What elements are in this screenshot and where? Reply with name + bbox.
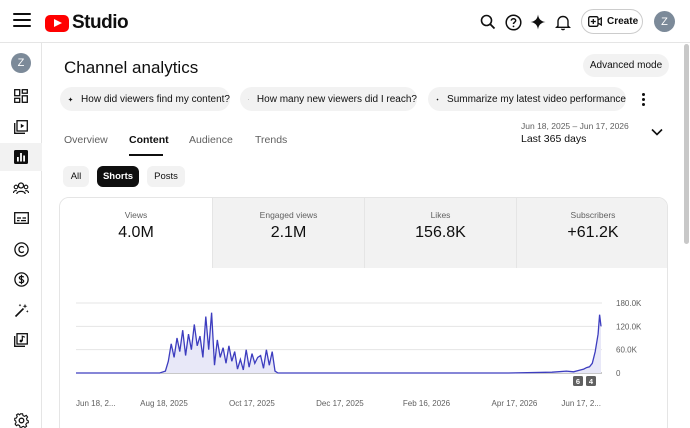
y-tick-label: 60.0K: [616, 346, 638, 355]
video-marker-count: 4: [589, 377, 594, 386]
menu-icon[interactable]: [13, 13, 31, 29]
metric-views[interactable]: Views 4.0M: [60, 198, 212, 268]
chart-area-fill: [76, 312, 601, 373]
metric-label: Views: [124, 210, 148, 220]
y-tick-label: 180.0K: [616, 299, 642, 308]
views-chart[interactable]: 180.0K 120.0K 60.0K 0 Jun 18, 2... Aug 18, 2…: [60, 268, 668, 428]
x-tick-label: Feb 16, 2026: [403, 399, 451, 408]
x-tick-label: Oct 17, 2025: [229, 399, 275, 408]
dashboard-icon[interactable]: [0, 82, 42, 110]
sparkle-icon: [436, 97, 439, 101]
video-marker[interactable]: 6: [573, 376, 583, 386]
metric-value: 2.1M: [270, 224, 307, 241]
more-options-icon[interactable]: [636, 90, 650, 108]
video-marker-count: 6: [576, 377, 580, 386]
metric-likes[interactable]: Likes 156.8K: [364, 198, 516, 268]
sparkle-icon[interactable]: [527, 11, 549, 33]
video-marker[interactable]: 4: [586, 376, 596, 386]
question-chip-new-viewers[interactable]: How many new viewers did I reach?: [240, 87, 417, 111]
bell-icon[interactable]: [552, 11, 574, 33]
filter-all[interactable]: All: [63, 166, 89, 187]
chevron-down-icon[interactable]: [650, 127, 664, 137]
earn-icon[interactable]: [0, 265, 42, 293]
create-video-icon: [588, 16, 602, 27]
metric-value: 156.8K: [415, 224, 466, 241]
logo-text: Studio: [72, 12, 129, 33]
page-title: Channel analytics: [64, 58, 199, 77]
search-icon[interactable]: [477, 11, 499, 33]
left-rail: Z: [0, 43, 42, 428]
analytics-icon[interactable]: [0, 143, 42, 171]
metric-label: Engaged views: [259, 210, 318, 220]
youtube-logo-icon: [45, 14, 69, 32]
metric-label: Subscribers: [570, 210, 616, 220]
metric-label: Likes: [430, 210, 451, 220]
x-tick-label: Jun 18, 2...: [76, 399, 116, 408]
metric-subscribers[interactable]: Subscribers +61.2K: [516, 198, 667, 268]
studio-logo[interactable]: Studio: [45, 12, 129, 34]
audio-library-icon[interactable]: [0, 326, 42, 354]
analytics-card: Views 4.0M Engaged views 2.1M Likes 156.…: [59, 197, 668, 428]
date-range[interactable]: Jun 18, 2025 – Jun 17, 2026: [521, 121, 629, 131]
top-bar: Studio Create Z: [0, 0, 690, 43]
metric-engaged-views[interactable]: Engaged views 2.1M: [212, 198, 364, 268]
advanced-mode-button[interactable]: Advanced mode: [583, 54, 669, 77]
tab-content[interactable]: Content: [129, 134, 169, 146]
y-tick-label: 120.0K: [616, 322, 642, 331]
sparkle-icon: [68, 96, 73, 102]
page-scrollbar[interactable]: [684, 44, 689, 244]
content-icon[interactable]: [0, 113, 42, 141]
question-chip-label: How did viewers find my content?: [81, 93, 230, 105]
create-label: Create: [607, 16, 639, 27]
active-tab-indicator: [129, 154, 163, 156]
tab-trends[interactable]: Trends: [255, 134, 288, 146]
subtitles-icon[interactable]: [0, 204, 42, 232]
x-tick-label: Jun 17, 2...: [561, 399, 601, 408]
metric-value: +61.2K: [567, 224, 619, 241]
filter-shorts[interactable]: Shorts: [97, 166, 139, 187]
community-icon[interactable]: [0, 174, 42, 202]
chart-series-line: [76, 312, 602, 374]
metric-value: 4.0M: [118, 224, 154, 241]
create-button[interactable]: Create: [581, 9, 643, 34]
question-chip-label: How many new viewers did I reach?: [256, 93, 417, 105]
date-range-label[interactable]: Last 365 days: [521, 133, 587, 145]
channel-avatar[interactable]: Z: [11, 53, 31, 73]
sparkle-icon: [248, 98, 249, 100]
customization-icon[interactable]: [0, 296, 42, 324]
filter-posts[interactable]: Posts: [147, 166, 185, 187]
tab-audience[interactable]: Audience: [189, 134, 233, 146]
question-chip-viewers-find[interactable]: How did viewers find my content?: [60, 87, 230, 111]
account-avatar[interactable]: Z: [654, 11, 675, 32]
copyright-icon[interactable]: [0, 235, 42, 263]
question-chip-summarize[interactable]: Summarize my latest video performance: [428, 87, 626, 111]
y-tick-label: 0: [616, 369, 621, 378]
x-tick-label: Aug 18, 2025: [140, 399, 188, 408]
x-tick-label: Apr 17, 2026: [492, 399, 538, 408]
help-icon[interactable]: [502, 11, 524, 33]
question-chip-label: Summarize my latest video performance: [447, 93, 626, 105]
settings-icon[interactable]: [0, 406, 42, 428]
tab-overview[interactable]: Overview: [64, 134, 108, 146]
x-tick-label: Dec 17, 2025: [316, 399, 364, 408]
